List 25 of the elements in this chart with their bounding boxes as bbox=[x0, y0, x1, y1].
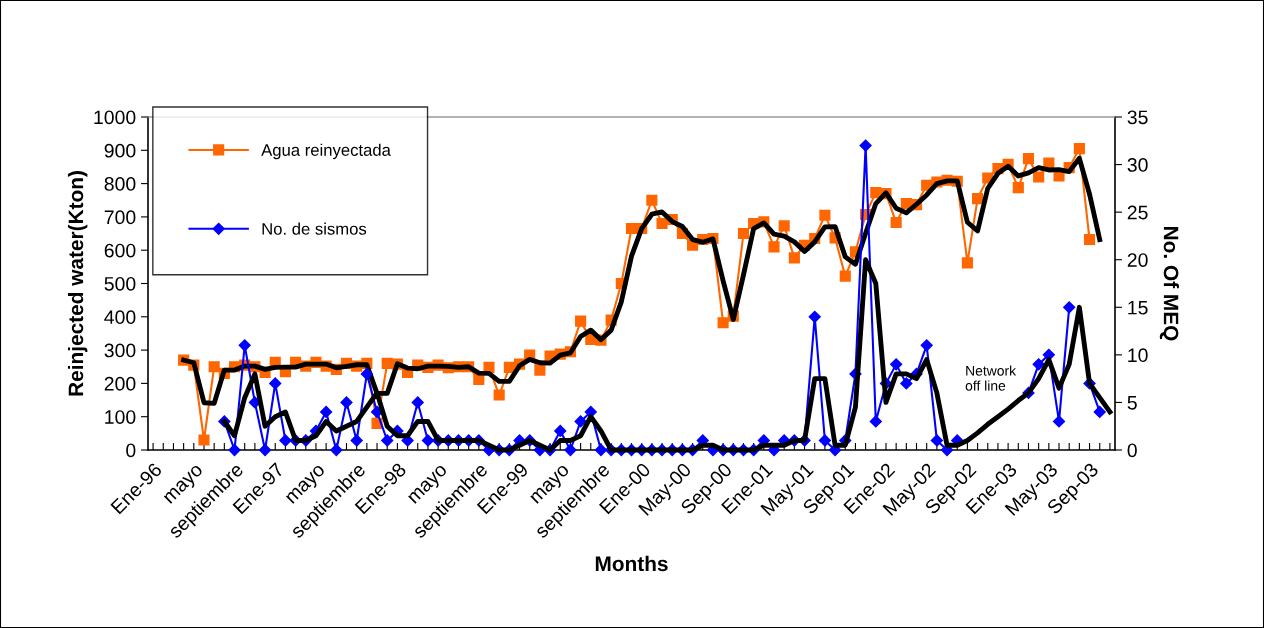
y-tick-label: 1000 bbox=[94, 110, 136, 125]
y-tick-label: 400 bbox=[104, 310, 136, 325]
y2-tick-label: 10 bbox=[1128, 348, 1148, 363]
y-tick-label: 500 bbox=[104, 276, 136, 291]
y-tick-label: 300 bbox=[104, 343, 136, 358]
y2-tick-label: 25 bbox=[1127, 205, 1148, 220]
y-tick-label: 700 bbox=[104, 210, 136, 225]
y-tick-label: 100 bbox=[105, 410, 136, 424]
y2-tick-label: 30 bbox=[1127, 158, 1148, 172]
y2-axis-title: No. Of MEQ bbox=[1159, 227, 1179, 341]
y-tick-label: 0 bbox=[126, 443, 136, 458]
x-axis-title: Months bbox=[595, 555, 668, 572]
y-tick-label: 800 bbox=[104, 177, 136, 191]
y2-tick-label: 5 bbox=[1127, 396, 1137, 410]
y2-tick-label: 0 bbox=[1127, 443, 1137, 458]
y-tick-label: 200 bbox=[104, 376, 136, 391]
y2-tick-label: 35 bbox=[1127, 110, 1148, 125]
legend-label: Agua reinyectada bbox=[261, 143, 391, 160]
y2-tick-label: 20 bbox=[1127, 253, 1148, 267]
y-tick-label: 600 bbox=[104, 243, 136, 258]
annotation: Network off line bbox=[965, 365, 1017, 391]
y-tick-label: 900 bbox=[104, 143, 136, 158]
y-axis-title: Reinjected water(Kton) bbox=[67, 171, 88, 396]
legend-label: No. de sismos bbox=[262, 222, 367, 235]
y2-tick-label: 15 bbox=[1128, 300, 1148, 315]
